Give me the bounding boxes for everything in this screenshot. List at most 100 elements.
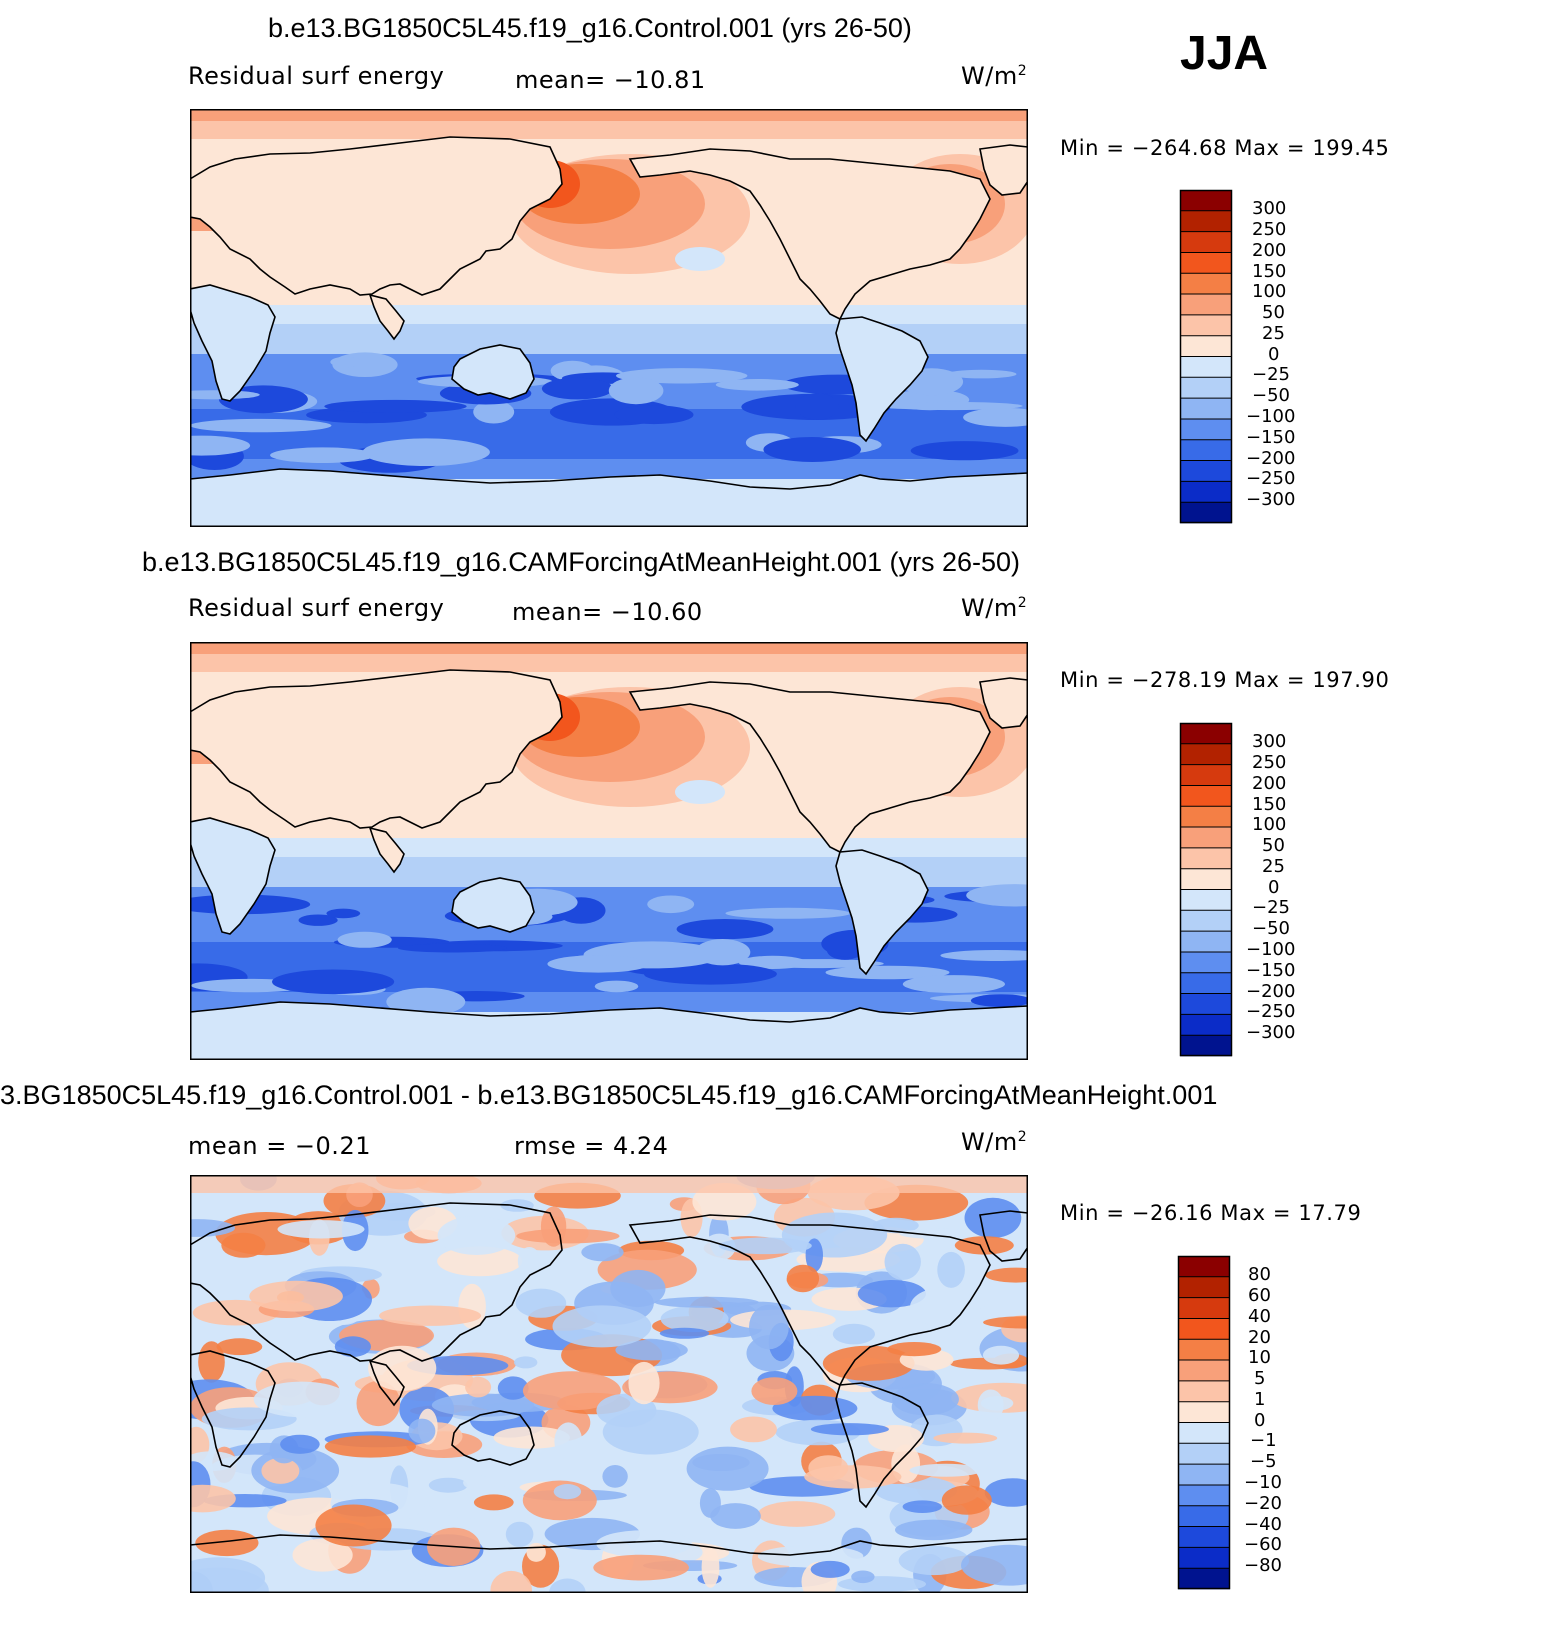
coastline: [835, 849, 929, 976]
colorbar-tick-label: −25: [1252, 897, 1290, 918]
colorbar-swatch: [1178, 1464, 1230, 1486]
colorbar-tick-label: −250: [1246, 1001, 1296, 1022]
coastline: [835, 316, 929, 443]
colorbar-tick-label: 300: [1252, 731, 1287, 752]
coastline: [190, 468, 1028, 527]
mean-label: mean = −0.21: [188, 1132, 371, 1160]
colorbar-labels: 80 60 40 20 10 5 1 0 −1 −5 −10 −20 −40 −…: [1244, 1256, 1328, 1589]
units-text: W/m: [961, 62, 1018, 90]
colorbar-tick-label: −150: [1246, 427, 1296, 448]
coastline: [190, 669, 563, 829]
colorbar-swatch: [1180, 252, 1232, 274]
colorbar-swatch: [1180, 418, 1232, 441]
colorbar-tick-label: 200: [1252, 240, 1287, 261]
colorbar-swatch: [1178, 1339, 1230, 1361]
mean-label: mean= −10.60: [512, 598, 703, 626]
colorbar-swatch: [1178, 1484, 1230, 1507]
coastline: [979, 677, 1028, 729]
colorbar-swatch: [1178, 1422, 1230, 1444]
field-map-control: [190, 109, 1028, 527]
field-map-difference: [190, 1175, 1028, 1593]
colorbar-swatch: [1180, 460, 1232, 482]
coastline: [190, 1202, 563, 1362]
colorbar-swatch: [1180, 273, 1232, 295]
colorbar-camforcing: [1179, 722, 1233, 1057]
colorbar-swatch: [1180, 951, 1232, 974]
map-frame: [190, 642, 1028, 1060]
coastline: [628, 148, 991, 321]
field-band: [190, 121, 1028, 139]
colorbar-tick-label: 250: [1252, 219, 1287, 240]
panel-title: e13.BG1850C5L45.f19_g16.Control.001 - b.…: [0, 1080, 1218, 1110]
season-label: JJA: [1180, 27, 1269, 80]
colorbar-swatch: [1178, 1443, 1230, 1465]
field-band: [190, 838, 1028, 857]
colorbar-swatch: [1178, 1505, 1230, 1527]
colorbar-swatch: [1180, 827, 1232, 849]
colorbar-swatch: [1180, 439, 1232, 461]
colorbar-tick-label: 0: [1268, 344, 1280, 365]
coastline: [190, 1001, 1028, 1060]
coastline: [190, 1350, 276, 1468]
colorbar-tick-label: −50: [1252, 918, 1290, 939]
colorbar-swatch: [1180, 910, 1232, 932]
colorbar-labels: 300 250 200 150 100 50 25 0 −25 −50 −100…: [1246, 723, 1332, 1056]
colorbar-tick-label: −60: [1244, 1534, 1282, 1555]
colorbar-swatch: [1180, 502, 1232, 524]
colorbar-swatch: [1180, 972, 1232, 994]
colorbar-swatch: [1180, 190, 1232, 212]
colorbar-tick-label: 150: [1252, 794, 1287, 815]
colorbar-swatch: [1178, 1360, 1230, 1382]
units-text: W/m: [961, 1128, 1018, 1156]
colorbar-swatch: [1180, 231, 1232, 253]
colorbar-tick-label: 1: [1254, 1389, 1266, 1410]
panel-title: b.e13.BG1850C5L45.f19_g16.CAMForcingAtMe…: [142, 547, 1021, 577]
coastline: [190, 136, 563, 296]
field-band: [190, 654, 1028, 672]
colorbar-control: [1179, 189, 1233, 524]
colorbar-swatch: [1180, 806, 1232, 828]
coastline: [451, 344, 535, 400]
coastline: [628, 1214, 991, 1387]
colorbar-swatch: [1178, 1297, 1230, 1319]
units-superscript: 2: [1017, 1129, 1028, 1145]
colorbar-swatch: [1180, 993, 1232, 1015]
colorbar-tick-label: −250: [1246, 468, 1296, 489]
colorbar-tick-label: 25: [1262, 323, 1285, 344]
coastline: [979, 1210, 1028, 1262]
colorbar-swatch: [1180, 481, 1232, 503]
colorbar-swatch: [1180, 1035, 1232, 1057]
min-max-label: Min = −264.68 Max = 199.45: [1060, 136, 1390, 160]
colorbar-tick-label: −300: [1246, 489, 1296, 510]
colorbar-tick-label: 200: [1252, 773, 1287, 794]
colorbar-tick-label: −1: [1250, 1430, 1277, 1451]
colorbar-swatch: [1180, 377, 1232, 399]
colorbar-tick-label: 100: [1252, 814, 1287, 835]
coastline: [368, 1359, 405, 1407]
field-map-camforcing: [190, 642, 1028, 1060]
colorbar-tick-label: 40: [1248, 1306, 1271, 1327]
colorbar-swatch: [1180, 398, 1232, 420]
units-superscript: 2: [1017, 595, 1028, 611]
colorbar-swatch: [1178, 1526, 1230, 1548]
colorbar-tick-label: 10: [1248, 1347, 1271, 1368]
colorbar-swatch: [1180, 210, 1232, 232]
colorbar-tick-label: −150: [1246, 960, 1296, 981]
coastline: [368, 826, 405, 874]
colorbar-swatch: [1178, 1256, 1230, 1278]
variable-label: Residual surf energy: [188, 62, 445, 90]
colorbar-tick-label: 50: [1262, 302, 1285, 323]
units-superscript: 2: [1017, 63, 1028, 79]
colorbar-swatch: [1178, 1401, 1230, 1423]
colorbar-swatch: [1180, 1014, 1232, 1036]
colorbar-tick-label: −100: [1246, 939, 1296, 960]
colorbar-tick-label: 250: [1252, 752, 1287, 773]
map-frame: [190, 109, 1028, 527]
coastline: [190, 817, 276, 935]
colorbar-swatch: [1180, 294, 1232, 316]
colorbar-swatch: [1180, 931, 1232, 953]
colorbar-tick-label: −40: [1244, 1514, 1282, 1535]
colorbar-swatch: [1180, 743, 1232, 765]
colorbar-tick-label: −200: [1246, 981, 1296, 1002]
colorbar-tick-label: 100: [1252, 281, 1287, 302]
